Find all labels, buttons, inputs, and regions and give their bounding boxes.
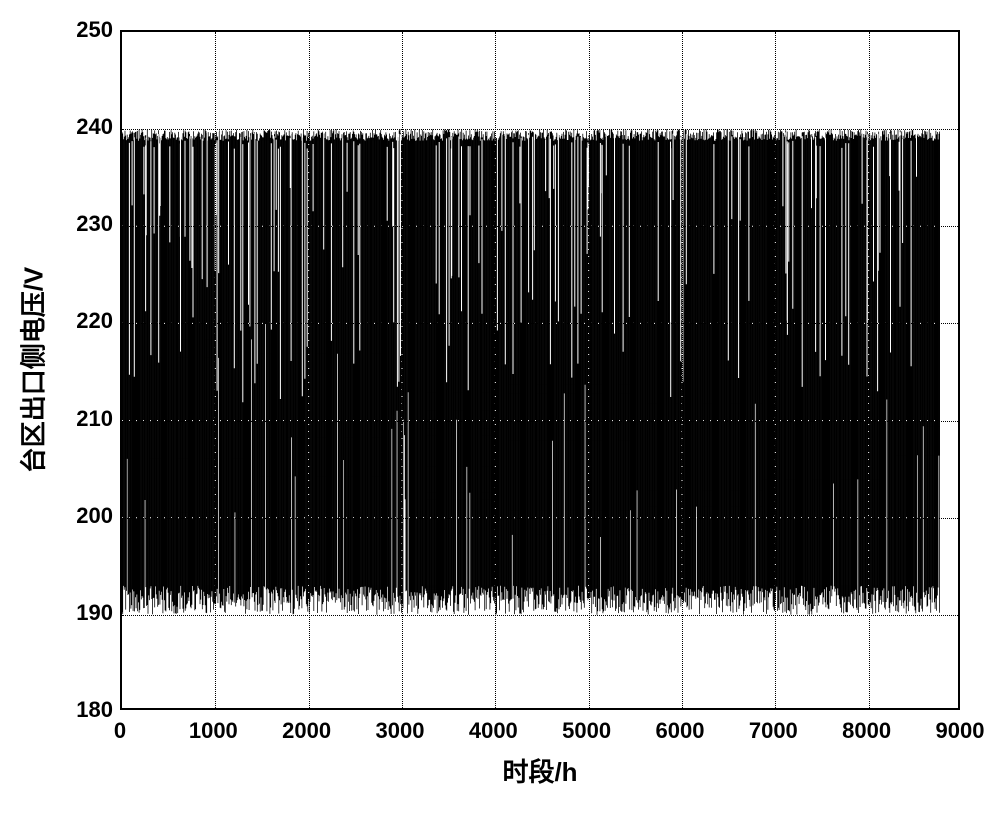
grid-line-horizontal	[122, 323, 958, 324]
grid-line-vertical	[682, 32, 683, 708]
grid-line-horizontal	[122, 518, 958, 519]
plot-area	[120, 30, 960, 710]
x-tick-label: 5000	[562, 718, 611, 744]
y-tick-label: 220	[65, 308, 113, 334]
grid-line-horizontal	[122, 226, 958, 227]
x-tick-label: 7000	[749, 718, 798, 744]
grid-line-horizontal	[122, 421, 958, 422]
x-tick-label: 4000	[469, 718, 518, 744]
y-tick-label: 250	[65, 17, 113, 43]
y-axis-label: 台区出口侧电压/V	[14, 267, 51, 474]
y-tick-label: 240	[65, 114, 113, 140]
x-axis-label: 时段/h	[502, 752, 577, 789]
x-tick-label: 1000	[189, 718, 238, 744]
y-tick-label: 230	[65, 211, 113, 237]
chart-container: 0 1000 2000 3000 4000 5000 6000 7000 8000 9000 18…	[0, 0, 1000, 813]
y-tick-label: 180	[65, 697, 113, 723]
y-tick-label: 190	[65, 600, 113, 626]
x-tick-label: 6000	[656, 718, 705, 744]
x-tick-label: 2000	[282, 718, 331, 744]
y-tick-label: 210	[65, 406, 113, 432]
grid-line-horizontal	[122, 129, 958, 130]
x-tick-label: 3000	[376, 718, 425, 744]
x-tick-label: 0	[114, 718, 126, 744]
grid-line-vertical	[215, 32, 216, 708]
y-tick-label: 200	[65, 503, 113, 529]
x-tick-label: 8000	[842, 718, 891, 744]
voltage-series	[122, 32, 962, 712]
grid-line-vertical	[402, 32, 403, 708]
grid-line-vertical	[589, 32, 590, 708]
grid-line-vertical	[869, 32, 870, 708]
grid-line-vertical	[775, 32, 776, 708]
grid-line-horizontal	[122, 615, 958, 616]
grid-line-vertical	[309, 32, 310, 708]
grid-line-vertical	[495, 32, 496, 708]
x-tick-label: 9000	[936, 718, 985, 744]
